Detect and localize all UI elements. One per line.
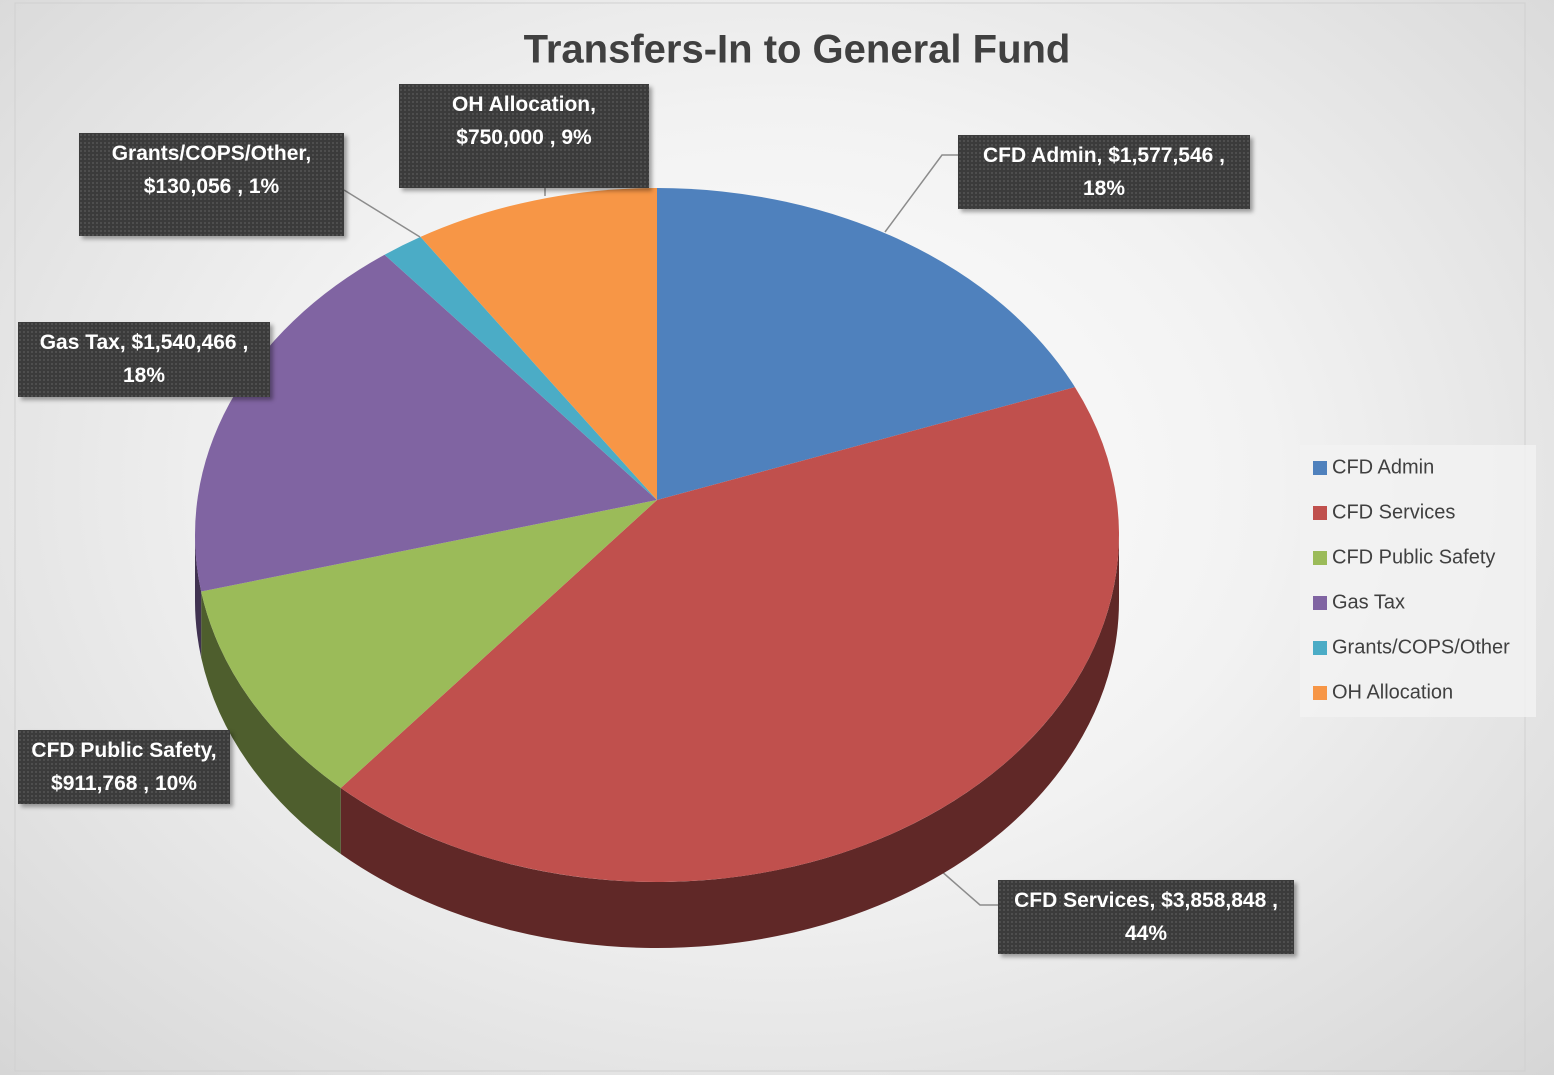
data-label: Gas Tax, $1,540,466 , 18% [18, 322, 270, 397]
legend-swatch [1313, 506, 1327, 520]
pie-slice [384, 236, 657, 500]
pie-slice [657, 188, 1075, 500]
legend-label: CFD Admin [1332, 456, 1434, 478]
data-label: CFD Public Safety, $911,768 , 10% [18, 730, 230, 804]
legend-label: CFD Services [1332, 501, 1455, 523]
pie-slice-side [195, 535, 202, 658]
pie-slice [340, 387, 1119, 882]
pie-sides [195, 535, 1119, 948]
legend-swatch [1313, 461, 1327, 475]
legend-swatch [1313, 686, 1327, 700]
legend-label: OH Allocation [1332, 681, 1453, 703]
legend-label: CFD Public Safety [1332, 546, 1495, 568]
pie-slice [201, 500, 657, 788]
legend-label: Gas Tax [1332, 591, 1405, 613]
pie-slice-side [201, 591, 341, 854]
pie-faces [195, 188, 1119, 882]
data-label: OH Allocation, $750,000 , 9% [399, 84, 649, 188]
chart-title: Transfers-In to General Fund [524, 28, 1071, 72]
legend-box [1300, 445, 1536, 717]
pie-slice [420, 188, 657, 500]
data-label: CFD Services, $3,858,848 , 44% [998, 880, 1294, 954]
data-label: Grants/COPS/Other, $130,056 , 1% [79, 133, 344, 236]
pie-slice-side [340, 535, 1119, 948]
data-label: CFD Admin, $1,577,546 , 18% [958, 135, 1250, 209]
pie-slice [195, 254, 657, 592]
legend-swatch [1313, 551, 1327, 565]
leader-lines [343, 154, 998, 906]
legend-swatch [1313, 641, 1327, 655]
legend-swatch [1313, 596, 1327, 610]
legend-label: Grants/COPS/Other [1332, 636, 1510, 658]
